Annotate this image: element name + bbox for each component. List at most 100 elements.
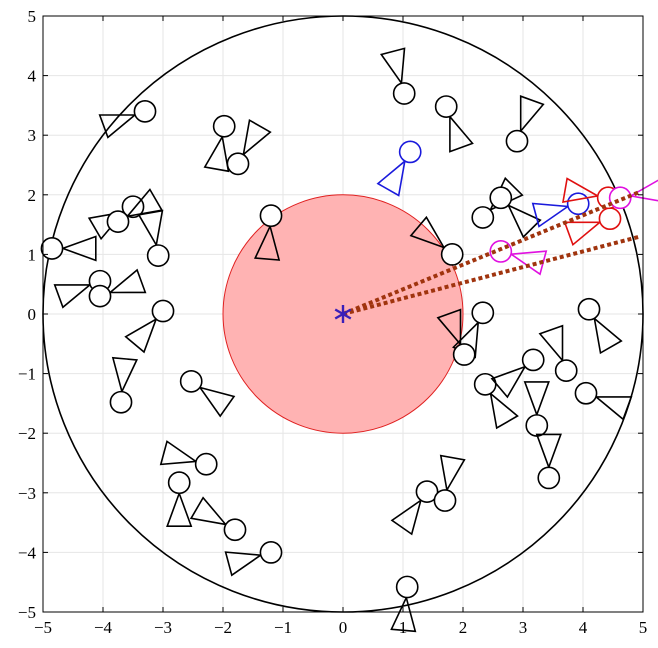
agent-marker [489,186,513,210]
agent-marker [440,243,464,266]
agent-marker [133,99,157,123]
agent-marker [212,114,236,138]
x-tick-label: 4 [579,618,588,637]
agent-cone [390,595,417,633]
agent-marker [106,210,130,234]
agent-cone [166,491,193,528]
agent-marker [40,237,64,260]
x-tick-label: 2 [459,618,468,637]
center-asterisk-stroke [334,308,352,320]
agent-marker [88,284,112,308]
agent-marker [392,82,416,105]
agent-marker [226,152,250,176]
ticks: −5 −4 −3 −2 −1 0 1 2 3 4 5 −5 −4 −3 −2 −1 0 1 2 3 4 5 [18,7,647,637]
x-tick-label: −2 [214,618,232,637]
agent-marker [109,390,133,414]
agent-marker [259,541,283,564]
agent-marker [194,452,218,476]
observation-rays [342,189,641,316]
agent-cone [506,203,542,239]
y-tick-label: 3 [28,126,37,145]
y-tick-label: 5 [28,7,37,26]
x-tick-label: −3 [154,618,172,637]
x-tick-label: 1 [399,618,408,637]
agent-marker [452,343,476,366]
agent-marker [574,381,598,405]
agent-marker [471,301,495,325]
agent-cone [593,316,623,355]
agent-cone [53,284,93,309]
x-tick-label: −5 [34,618,52,637]
agent-cone [224,551,263,577]
agent-cone [562,177,600,203]
agent-marker [521,348,545,372]
agents [40,47,658,633]
agent-marker [471,206,495,229]
agent-cone [98,114,138,139]
agent-cone [449,114,474,153]
y-tick-label: −2 [18,424,36,443]
agent-cone [253,223,281,261]
x-tick-label: −1 [274,618,292,637]
observation-ray [342,234,641,316]
agent-cone [159,440,199,466]
agent-marker [598,207,622,231]
agent-cone [563,221,603,247]
agent-cone [107,268,147,294]
agent-cone [376,159,406,197]
y-tick-label: −3 [18,484,36,503]
y-tick-label: 0 [28,305,37,324]
x-tick-label: 0 [339,618,348,637]
agent-cone [490,365,527,399]
agent-marker [505,129,529,153]
agent-cone [523,381,550,418]
agent-cone [535,433,562,470]
observation-ray [342,189,641,316]
agent-cone [60,235,97,262]
agent-cone [519,95,545,134]
agent-cone [379,47,406,86]
agent-cone [189,496,228,526]
agent-cone [203,134,230,173]
agent-cone [409,215,446,249]
agent-marker [167,471,191,495]
agent-marker [433,489,457,512]
agent-marker [577,297,601,321]
y-tick-label: 2 [28,186,37,205]
agent-marker [259,204,283,228]
agent-cone [390,498,423,536]
agent-marker [566,192,590,216]
y-tick-label: −4 [18,543,37,562]
agent-cone [242,118,272,157]
agent-cone [593,396,633,421]
y-tick-label: −5 [18,603,36,622]
agent-marker [415,480,439,503]
agent-marker [146,244,170,267]
agent-marker [473,372,497,396]
x-tick-label: 3 [519,618,528,637]
agent-cone [628,179,658,202]
agent-cone [198,386,236,418]
agent-cone [124,317,158,354]
agent-marker [525,414,549,437]
y-tick-label: 1 [28,245,37,264]
y-tick-label: 4 [28,67,37,86]
center-marker [334,305,352,323]
x-tick-label: 5 [639,618,648,637]
agent-cone [439,454,466,493]
y-tick-label: −1 [18,365,36,384]
agent-marker [537,466,561,490]
agent-marker [151,299,175,323]
agent-marker [398,140,422,164]
agent-marker [395,575,419,599]
agent-cone [111,356,139,394]
agent-marker [554,359,578,383]
agent-cone [538,324,564,363]
agent-marker [223,518,247,542]
agent-marker [434,95,458,118]
agent-marker [179,369,203,393]
agent-marker [121,195,145,219]
x-tick-label: −4 [94,618,113,637]
agent-cone [489,391,519,430]
